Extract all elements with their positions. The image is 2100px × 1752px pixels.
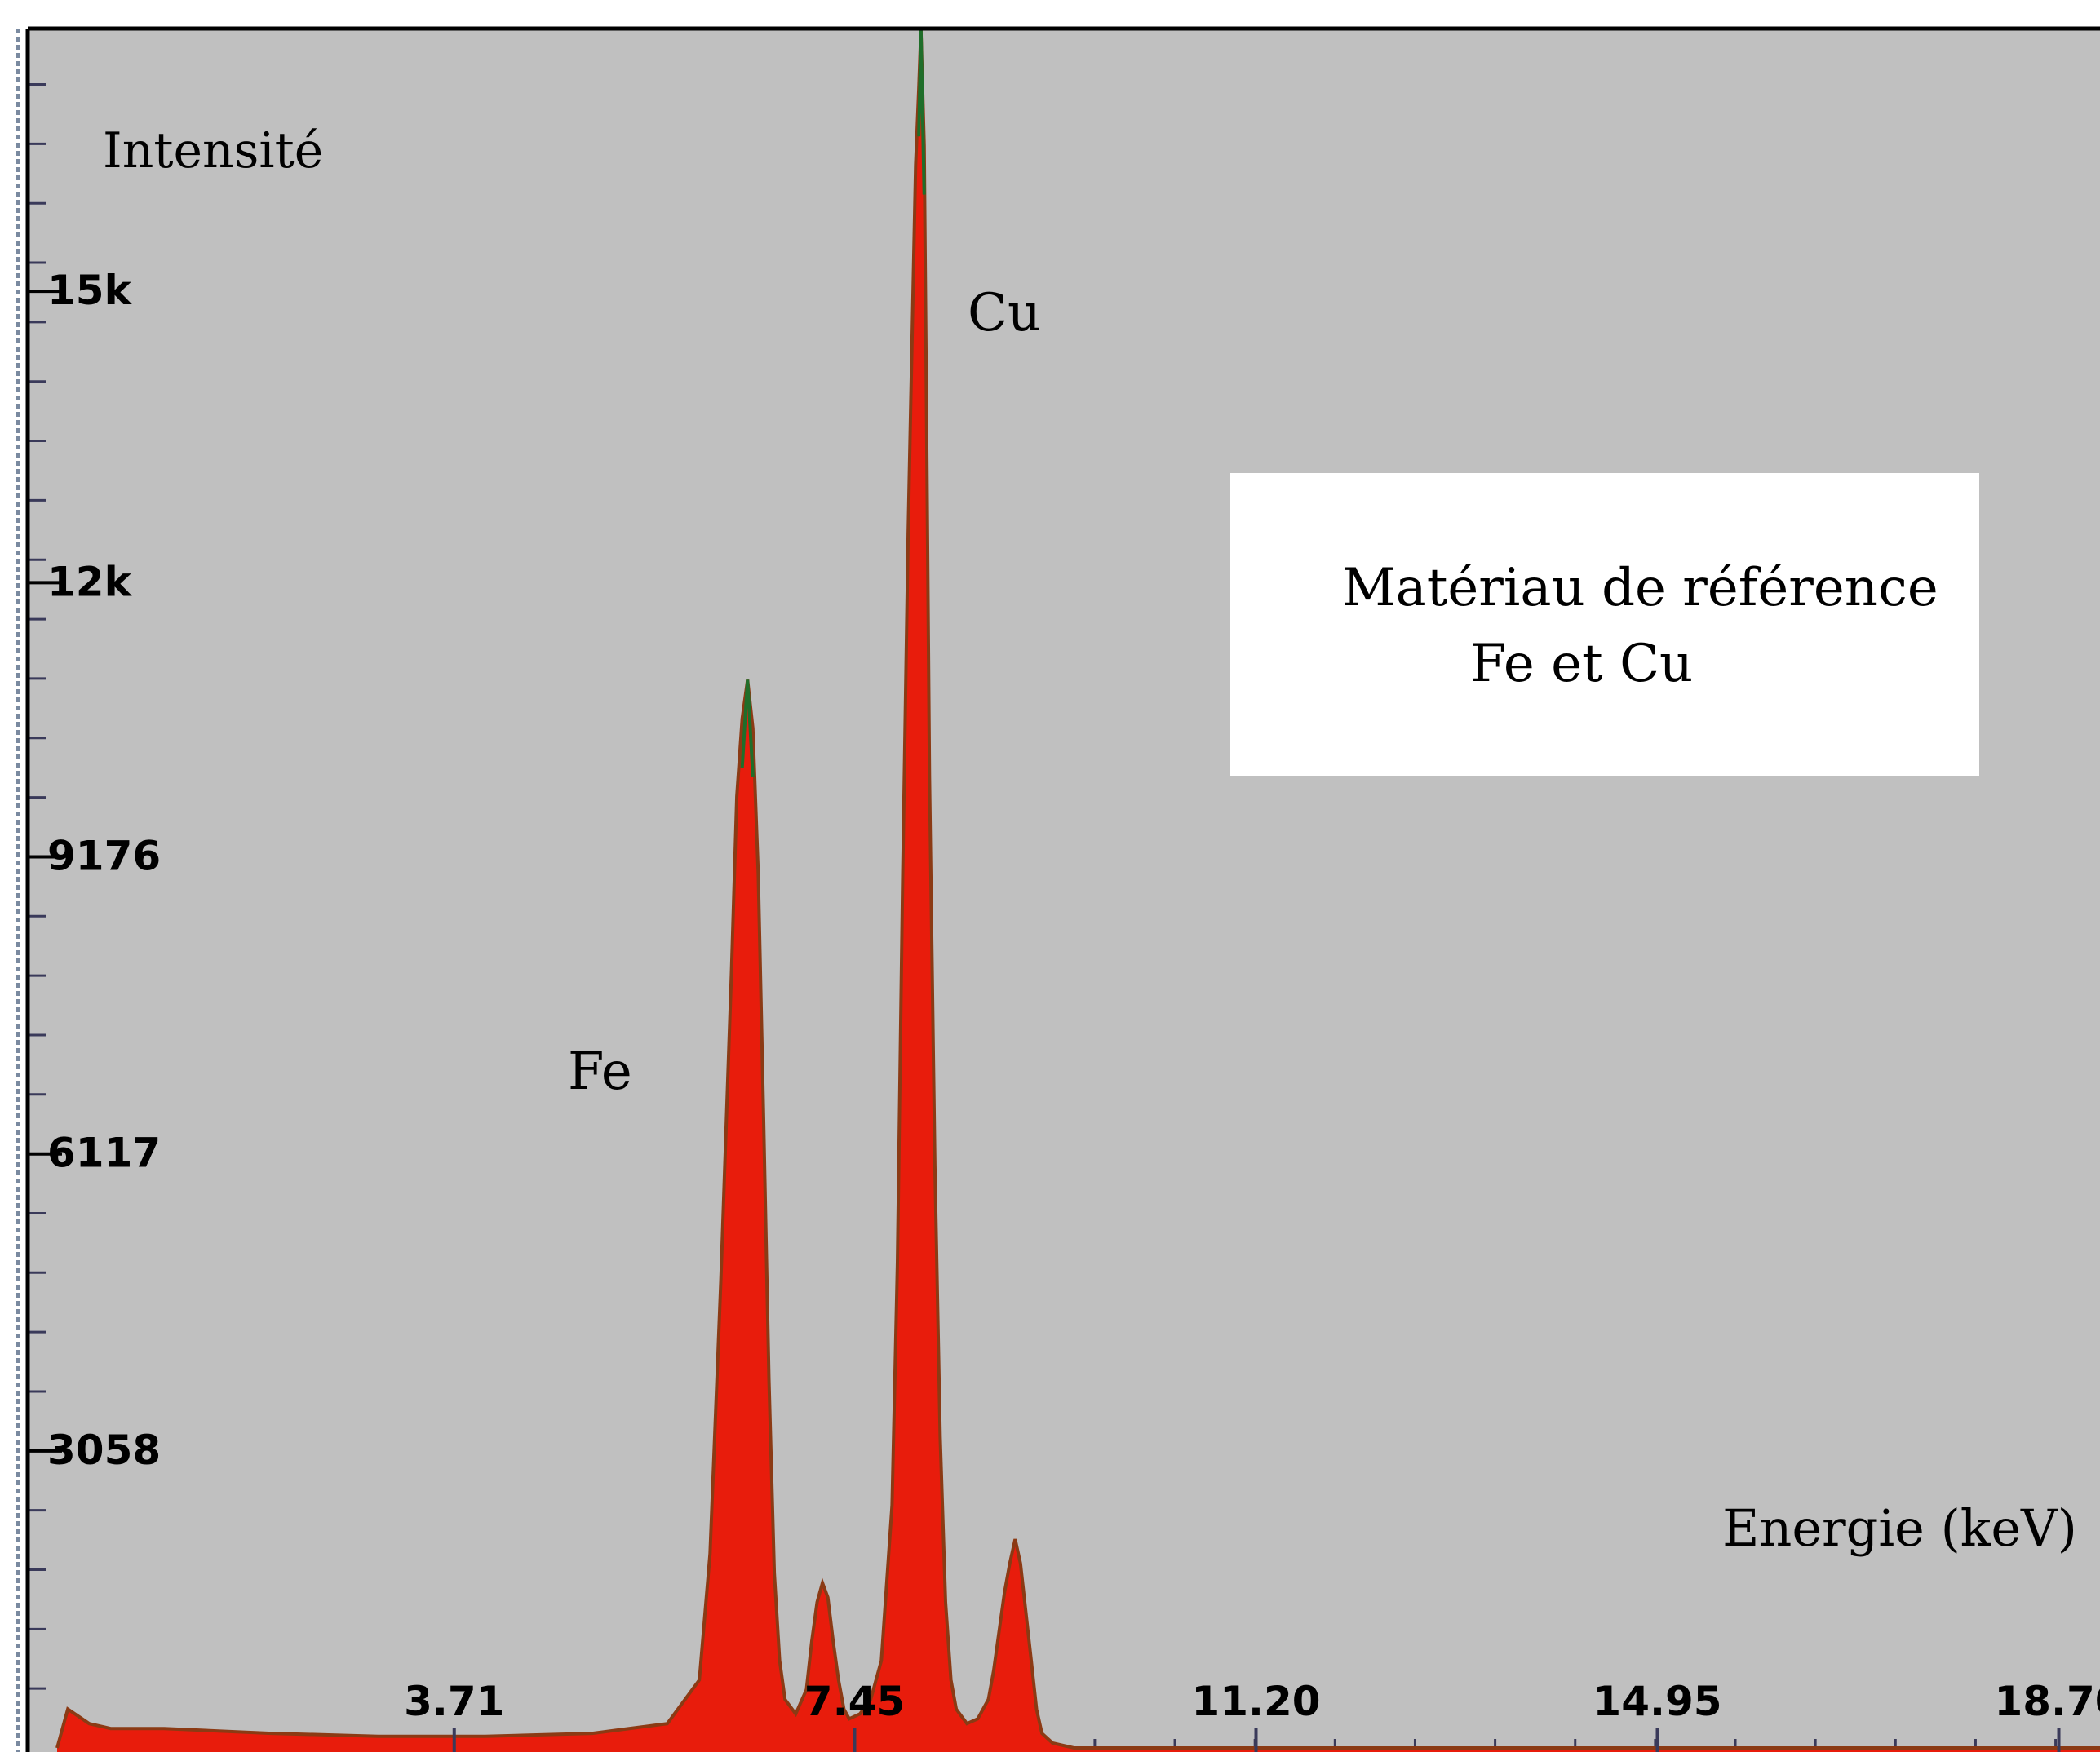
x-tick-label: 3.71 bbox=[404, 1678, 504, 1725]
x-tick-label: 18.70 bbox=[1994, 1678, 2100, 1725]
x-tick-label: 11.20 bbox=[1191, 1678, 1320, 1725]
legend-line-2: Fe et Cu bbox=[1470, 634, 1693, 694]
peak-tip-0 bbox=[740, 679, 755, 778]
legend-box bbox=[1230, 473, 1979, 776]
x-axis-label: Energie (keV) bbox=[1722, 1498, 2077, 1558]
y-tick-label: 12k bbox=[47, 558, 133, 605]
legend-line-1: Matériau de référence bbox=[1342, 558, 1938, 618]
annotation-cu: Cu bbox=[968, 283, 1041, 343]
x-tick-label: 14.95 bbox=[1593, 1678, 1721, 1725]
x-axis-ticks: 3.71 7.45 11.20 14.95 18.70 bbox=[404, 1678, 2100, 1752]
y-tick-label: 6117 bbox=[47, 1130, 161, 1177]
y-axis-ticks: 3058 6117 9176 12k 15k bbox=[28, 267, 161, 1474]
y-axis-label: Intensité bbox=[103, 122, 323, 179]
annotation-fe: Fe bbox=[568, 1042, 632, 1102]
spectrum-outline bbox=[55, 29, 2100, 1750]
x-tick-label: 7.45 bbox=[804, 1678, 905, 1725]
y-tick-label: 15k bbox=[47, 267, 133, 314]
plot-background bbox=[28, 29, 2100, 1752]
y-tick-label: 3058 bbox=[47, 1427, 161, 1474]
y-tick-label: 9176 bbox=[47, 833, 161, 880]
